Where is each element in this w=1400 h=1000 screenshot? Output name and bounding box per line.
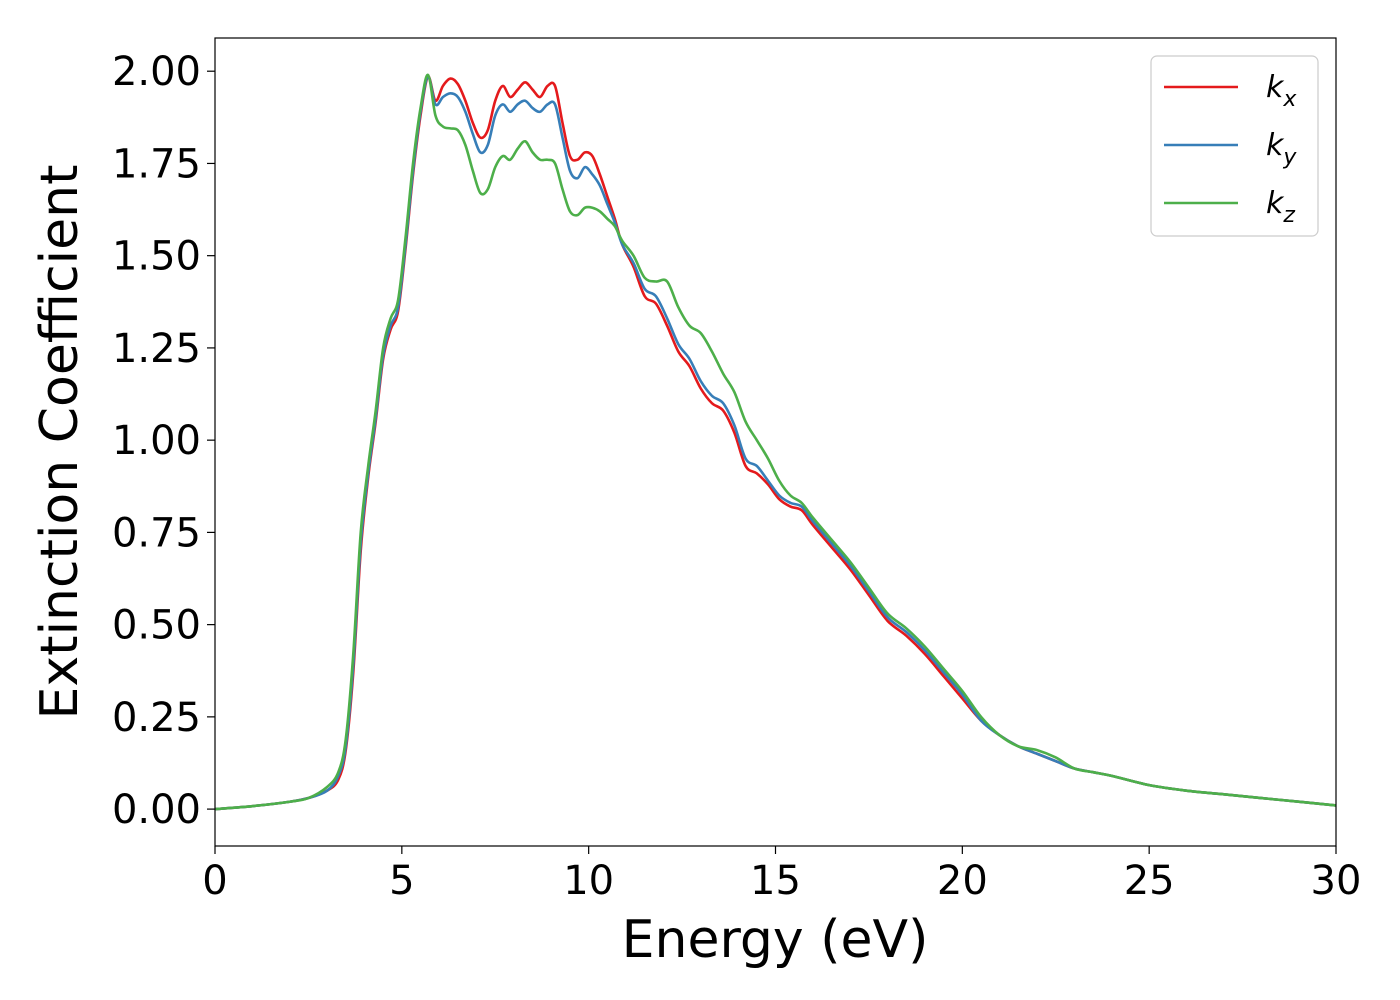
series-line-z (214, 73, 1337, 811)
x-tick-label: 30 (1311, 858, 1362, 904)
y-tick-label: 1.75 (112, 141, 201, 187)
series-line-y (214, 75, 1337, 811)
x-tick-label: 20 (937, 858, 988, 904)
y-tick-label: 0.00 (112, 787, 201, 833)
y-tick-label: 1.00 (112, 418, 201, 464)
series-layer (214, 73, 1337, 811)
x-axis: 0 5 10 15 20 25 30 (202, 846, 1361, 904)
y-tick-label: 0.75 (112, 510, 201, 556)
y-axis-title: Extinction Coefficient (30, 165, 90, 720)
y-tick-label: 1.25 (112, 326, 201, 372)
x-tick-label: 15 (750, 858, 801, 904)
y-tick-label: 2.00 (112, 49, 201, 95)
x-axis-title: Energy (eV) (622, 910, 929, 970)
x-tick-label: 25 (1124, 858, 1175, 904)
legend: kx ky kz (1150, 55, 1319, 237)
x-tick-label: 5 (389, 858, 414, 904)
y-tick-label: 0.25 (112, 695, 201, 741)
y-axis: 0.00 0.25 0.50 0.75 1.00 1.25 1.50 1.75 2.00 (112, 49, 215, 833)
legend-label-x: kx (1266, 70, 1297, 112)
legend-label-y: ky (1266, 128, 1297, 170)
y-tick-label: 1.50 (112, 234, 201, 280)
y-tick-label: 0.50 (112, 603, 201, 649)
legend-label-z: kz (1266, 186, 1295, 228)
x-tick-label: 0 (202, 858, 227, 904)
x-tick-label: 10 (563, 858, 614, 904)
